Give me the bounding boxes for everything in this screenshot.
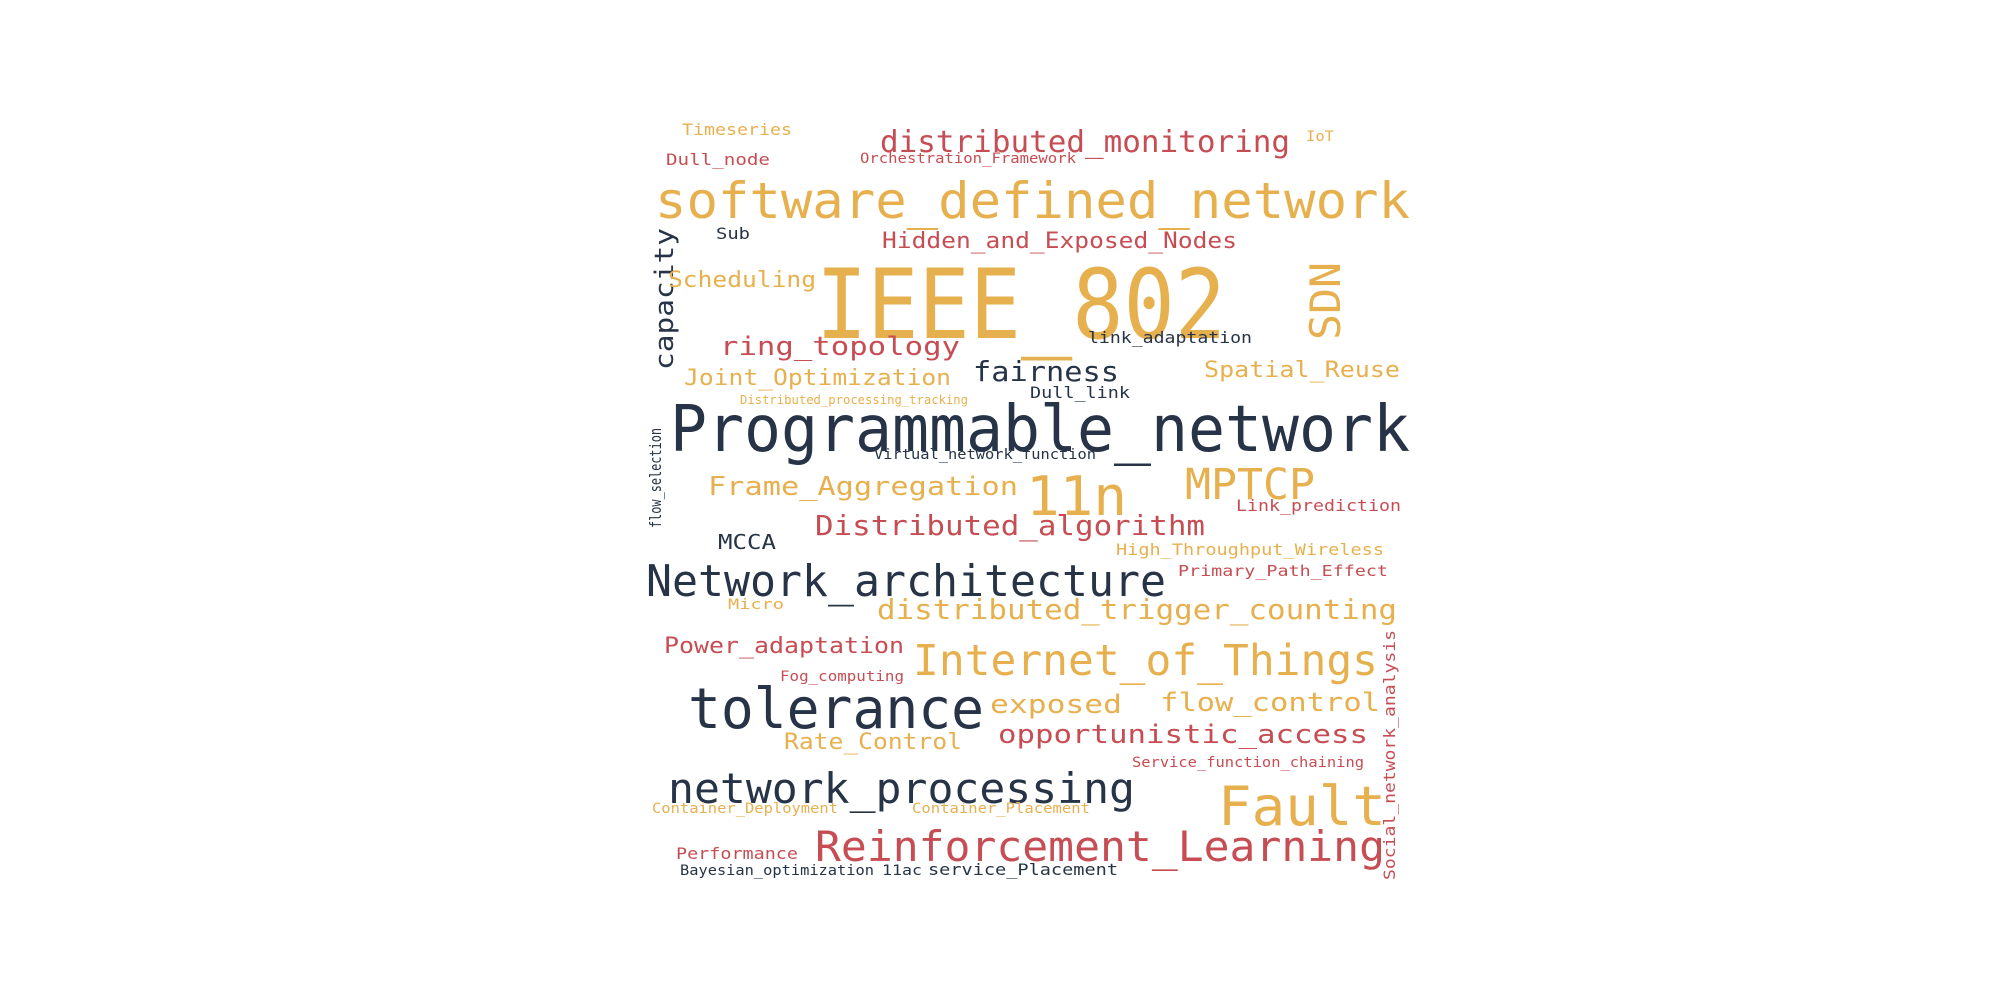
word-reinforcement-learning: Reinforcement_Learning <box>815 822 1385 871</box>
word-programmable-network: Programmable_network <box>670 393 1410 467</box>
word-primary-path-effect: Primary_Path_Effect <box>1178 562 1388 580</box>
word-social-network-analysis: Social_network_analysis <box>1380 630 1399 880</box>
word-network-architecture: Network_architecture <box>646 556 1166 607</box>
word-container-deployment: Container_Deployment <box>652 801 838 817</box>
word-flow-control: flow_control <box>1160 688 1380 718</box>
word-dull-node: Dull_node <box>666 150 770 169</box>
word-ieee-802: IEEE_802 <box>816 249 1226 361</box>
word-ring-topology: ring_topology <box>720 332 960 362</box>
word-distributed-trigger-counting: distributed_trigger_counting <box>877 593 1397 626</box>
word-service-placement: service_Placement <box>928 860 1118 879</box>
word-opportunistic-access: opportunistic_access <box>998 720 1368 750</box>
word-timeseries: Timeseries <box>682 120 792 139</box>
word-mptcp: MPTCP <box>1185 460 1315 510</box>
word-link-prediction: Link_prediction <box>1236 496 1401 515</box>
word-spatial-reuse: Spatial_Reuse <box>1204 358 1400 383</box>
word-distributed-algorithm: Distributed_algorithm <box>815 509 1205 542</box>
word-flow-selection: flow_selection <box>646 428 665 528</box>
word-sdn: SDN <box>1301 262 1350 340</box>
word-exposed: exposed <box>990 690 1122 720</box>
word-frame-aggregation: Frame_Aggregation <box>708 472 1018 502</box>
word-network-processing: network_processing <box>668 764 1135 813</box>
word-software-defined-network: software_defined_network <box>655 172 1410 230</box>
word-link-adaptation: link_adaptation <box>1088 328 1252 347</box>
word-micro: Micro <box>728 597 784 613</box>
word-orchestration-framework: Orchestration_Framework <box>860 151 1076 167</box>
word-rate-control: Rate_Control <box>784 730 962 755</box>
word-joint-optimization: Joint_Optimization <box>684 366 951 391</box>
word-distributed-monitoring: distributed_monitoring <box>880 125 1290 160</box>
word-bayesian-optimization: Bayesian_optimization <box>680 863 874 879</box>
word-fairness: fairness <box>973 355 1119 388</box>
word-high-throughput-wireless: High_Throughput_Wireless <box>1116 540 1384 559</box>
word-dull-link: Dull_link <box>1030 383 1130 402</box>
word-hidden-and-exposed-nodes: Hidden_and_Exposed_Nodes <box>882 229 1237 254</box>
word-scheduling: Scheduling <box>668 268 816 293</box>
word-distributed-processing-tracking: Distributed_processing_tracking <box>740 393 968 407</box>
word-11n: 11n <box>1026 465 1127 528</box>
word-11ac: 11ac <box>882 863 922 879</box>
word-service-function-chaining: Service_function_chaining <box>1132 755 1364 771</box>
word-iot: IoT <box>1306 129 1334 145</box>
word-sub: Sub <box>716 224 750 243</box>
word-fault: Fault <box>1218 775 1386 838</box>
word-performance: Performance <box>676 844 798 863</box>
word-fog-computing: Fog_computing <box>780 669 904 685</box>
word-virtual-network-function: Virtual_network_function <box>874 447 1096 463</box>
word-container-placement: Container_Placement <box>912 801 1090 817</box>
word-tolerance: tolerance <box>688 677 984 742</box>
word-mcca: MCCA <box>718 530 776 554</box>
word-power-adaptation: Power_adaptation <box>664 634 904 659</box>
word-capacity: capacity <box>650 228 680 370</box>
word-internet-of-things: Internet_of_Things <box>913 636 1378 686</box>
